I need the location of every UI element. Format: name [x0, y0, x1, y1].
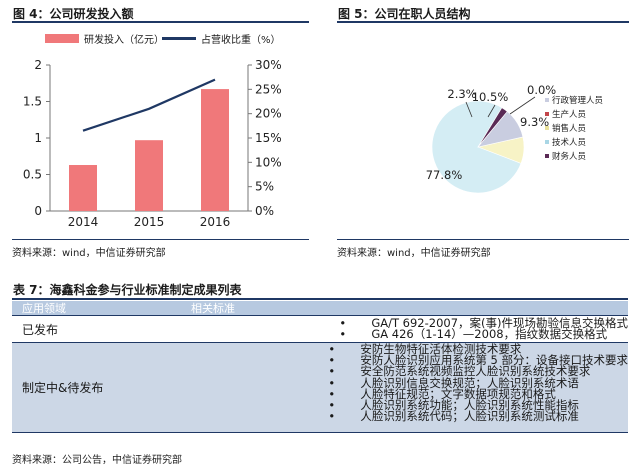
pie-slice: [431, 100, 522, 194]
slice-label: 9.3%: [520, 115, 549, 129]
list-item-text: GA/T 692-2007，案(事)件现场勘验信息交换格式: [371, 316, 628, 330]
legend-swatch: [545, 112, 549, 116]
bullet-dot: •: [328, 409, 336, 424]
y2-tick-label: 5%: [255, 180, 274, 194]
legend-line-label: 占营收比重（%）: [201, 35, 281, 46]
list-item-text: GA 426（1-14）—2008，指纹数据交换格式: [371, 327, 608, 342]
legend-bar-label: 研发投入（亿元）: [84, 35, 164, 46]
bar-mark: [201, 89, 229, 211]
legend-swatch: [545, 126, 549, 130]
bullet-dot: •: [328, 398, 336, 413]
row-category: 已发布: [22, 322, 59, 337]
legend-swatch: [545, 98, 549, 102]
y2-tick-label: 10%: [255, 155, 282, 169]
y-tick-label: 0: [34, 204, 42, 218]
legend-label: 行政管理人员: [552, 95, 603, 106]
slice-label: 10.5%: [472, 90, 509, 104]
list-item: • 安防人脸识别应用系统第 5 部分：设备接口技术要求: [328, 353, 628, 368]
row-items: • 安防生物特征活体检测技术要求 • 安防人脸识别应用系统第 5 部分：设备接口技术…: [130, 343, 628, 432]
list-item-text: 人脸识别系统功能；人脸识别系统性能指标: [360, 398, 579, 413]
bullet-dot: •: [328, 375, 336, 390]
bullet-dot: •: [328, 386, 336, 401]
fig4-legend-bar: 研发投入（亿元）: [45, 31, 164, 46]
legend-label: 财务人员: [552, 151, 586, 162]
row-items: • GA/T 692-2007，案(事)件现场勘验信息交换格式 • GA 426（1…: [148, 316, 628, 342]
x-tick-label: 2015: [134, 215, 165, 229]
list-item: • GA 426（1-14）—2008，指纹数据交换格式: [339, 327, 628, 342]
list-item-text: 人脸特征规范；文字数据项规范和格式: [360, 386, 556, 401]
header-field: 应用领域: [22, 302, 66, 315]
y-tick-label: 1: [34, 131, 42, 145]
fig5-bottom-rule: [337, 239, 629, 240]
list-item: • 安防生物特征活体检测技术要求: [328, 342, 628, 356]
slice-label: 0.0%: [527, 83, 556, 97]
list-item-text: 安防人脸识别应用系统第 5 部分：设备接口技术要求: [360, 353, 628, 368]
fig4-title: 图 4：公司研发投入额: [13, 7, 134, 21]
x-tick-label: 2016: [200, 215, 231, 229]
slice-label: 77.8%: [426, 168, 463, 182]
list-item-text: 安全防范系统视频监控人脸识别系统技术要求: [360, 364, 591, 379]
table7-source: 资料来源：公司公告，中信证券研究部: [12, 455, 182, 466]
fig4-combo-chart: 00.511.520%5%10%15%20%25%30%2014 2015 2016: [23, 58, 282, 229]
legend-swatch: [545, 140, 549, 144]
y-tick-label: 2: [34, 58, 42, 72]
bullet-dot: •: [328, 364, 336, 379]
bullet-dot: •: [339, 327, 347, 342]
y2-tick-label: 30%: [255, 58, 282, 72]
list-item: • 人脸识别系统代码；人脸识别系统测试标准: [328, 409, 628, 424]
table-row: 已发布 • GA/T 692-2007，案(事)件现场勘验信息交换格式 • GA 4…: [12, 316, 628, 343]
legend-label: 技术人员: [552, 137, 586, 148]
fig5-title: 图 5：公司在职人员结构: [338, 7, 471, 21]
table7-title-rule: [12, 298, 628, 300]
table7-title: 表 7：海鑫科金参与行业标准制定成果列表: [13, 283, 242, 297]
y-tick-label: 1.5: [23, 95, 42, 109]
list-item-text: 人脸识别系统代码；人脸识别系统测试标准: [360, 409, 579, 424]
legend-swatch: [545, 154, 549, 158]
legend-bar-swatch: [45, 34, 79, 43]
y2-tick-label: 20%: [255, 107, 282, 121]
series-line: [82, 78, 216, 132]
list-item: • GA/T 692-2007，案(事)件现场勘验信息交换格式: [339, 316, 628, 330]
bar-mark: [135, 140, 163, 211]
fig4-source: 资料来源：wind，中信证券研究部: [12, 248, 166, 259]
leader-line: [465, 101, 473, 118]
row-category: 制定中&待发布: [22, 381, 104, 395]
y2-tick-label: 25%: [255, 82, 282, 96]
leader-line: [509, 96, 536, 115]
list-item-text: 人脸识别信息交换规范；人脸识别系统术语: [360, 375, 579, 390]
fig5-pie-chart: 77.8% 9.3% 0.0% 10.5%2.3% 行政管理人员生产人员销售人员技术人员…: [426, 83, 603, 194]
fig4-legend-line: 占营收比重（%）: [162, 31, 281, 46]
list-item: • 人脸识别系统功能；人脸识别系统性能指标: [328, 398, 628, 413]
header-standards: 相关标准: [191, 302, 235, 315]
y2-tick-label: 0%: [255, 204, 274, 218]
leader-line: [487, 104, 496, 118]
list-item-text: 安防生物特征活体检测技术要求: [360, 342, 522, 356]
pie-slice: [477, 111, 524, 148]
legend-line-swatch: [162, 37, 196, 40]
fig5-title-rule: [337, 21, 629, 23]
fig4-title-rule: [12, 21, 309, 23]
list-item: • 安全防范系统视频监控人脸识别系统技术要求: [328, 364, 628, 379]
bar-mark: [69, 165, 97, 211]
table-row: 制定中&待发布 • 安防生物特征活体检测技术要求 • 安防人脸识别应用系统第 5 部…: [12, 343, 628, 433]
bullet-dot: •: [339, 316, 347, 330]
bullet-dot: •: [328, 342, 336, 356]
fig4-bottom-rule: [12, 239, 309, 240]
y2-tick-label: 15%: [255, 131, 282, 145]
table-header: 应用领域 相关标准: [12, 301, 628, 316]
standards-table: 应用领域 相关标准 已发布 • GA/T 692-2007，案(事)件现场勘验信息…: [12, 301, 628, 433]
fig5-source: 资料来源：wind，中信证券研究部: [337, 248, 491, 259]
legend-label: 销售人员: [552, 123, 586, 134]
bullet-dot: •: [328, 353, 336, 368]
y-tick-label: 0.5: [23, 168, 42, 182]
x-tick-label: 2014: [68, 215, 99, 229]
list-item: • 人脸特征规范；文字数据项规范和格式: [328, 386, 628, 401]
list-item: • 人脸识别信息交换规范；人脸识别系统术语: [328, 375, 628, 390]
legend-label: 生产人员: [552, 109, 586, 120]
slice-label: 2.3%: [447, 87, 476, 101]
